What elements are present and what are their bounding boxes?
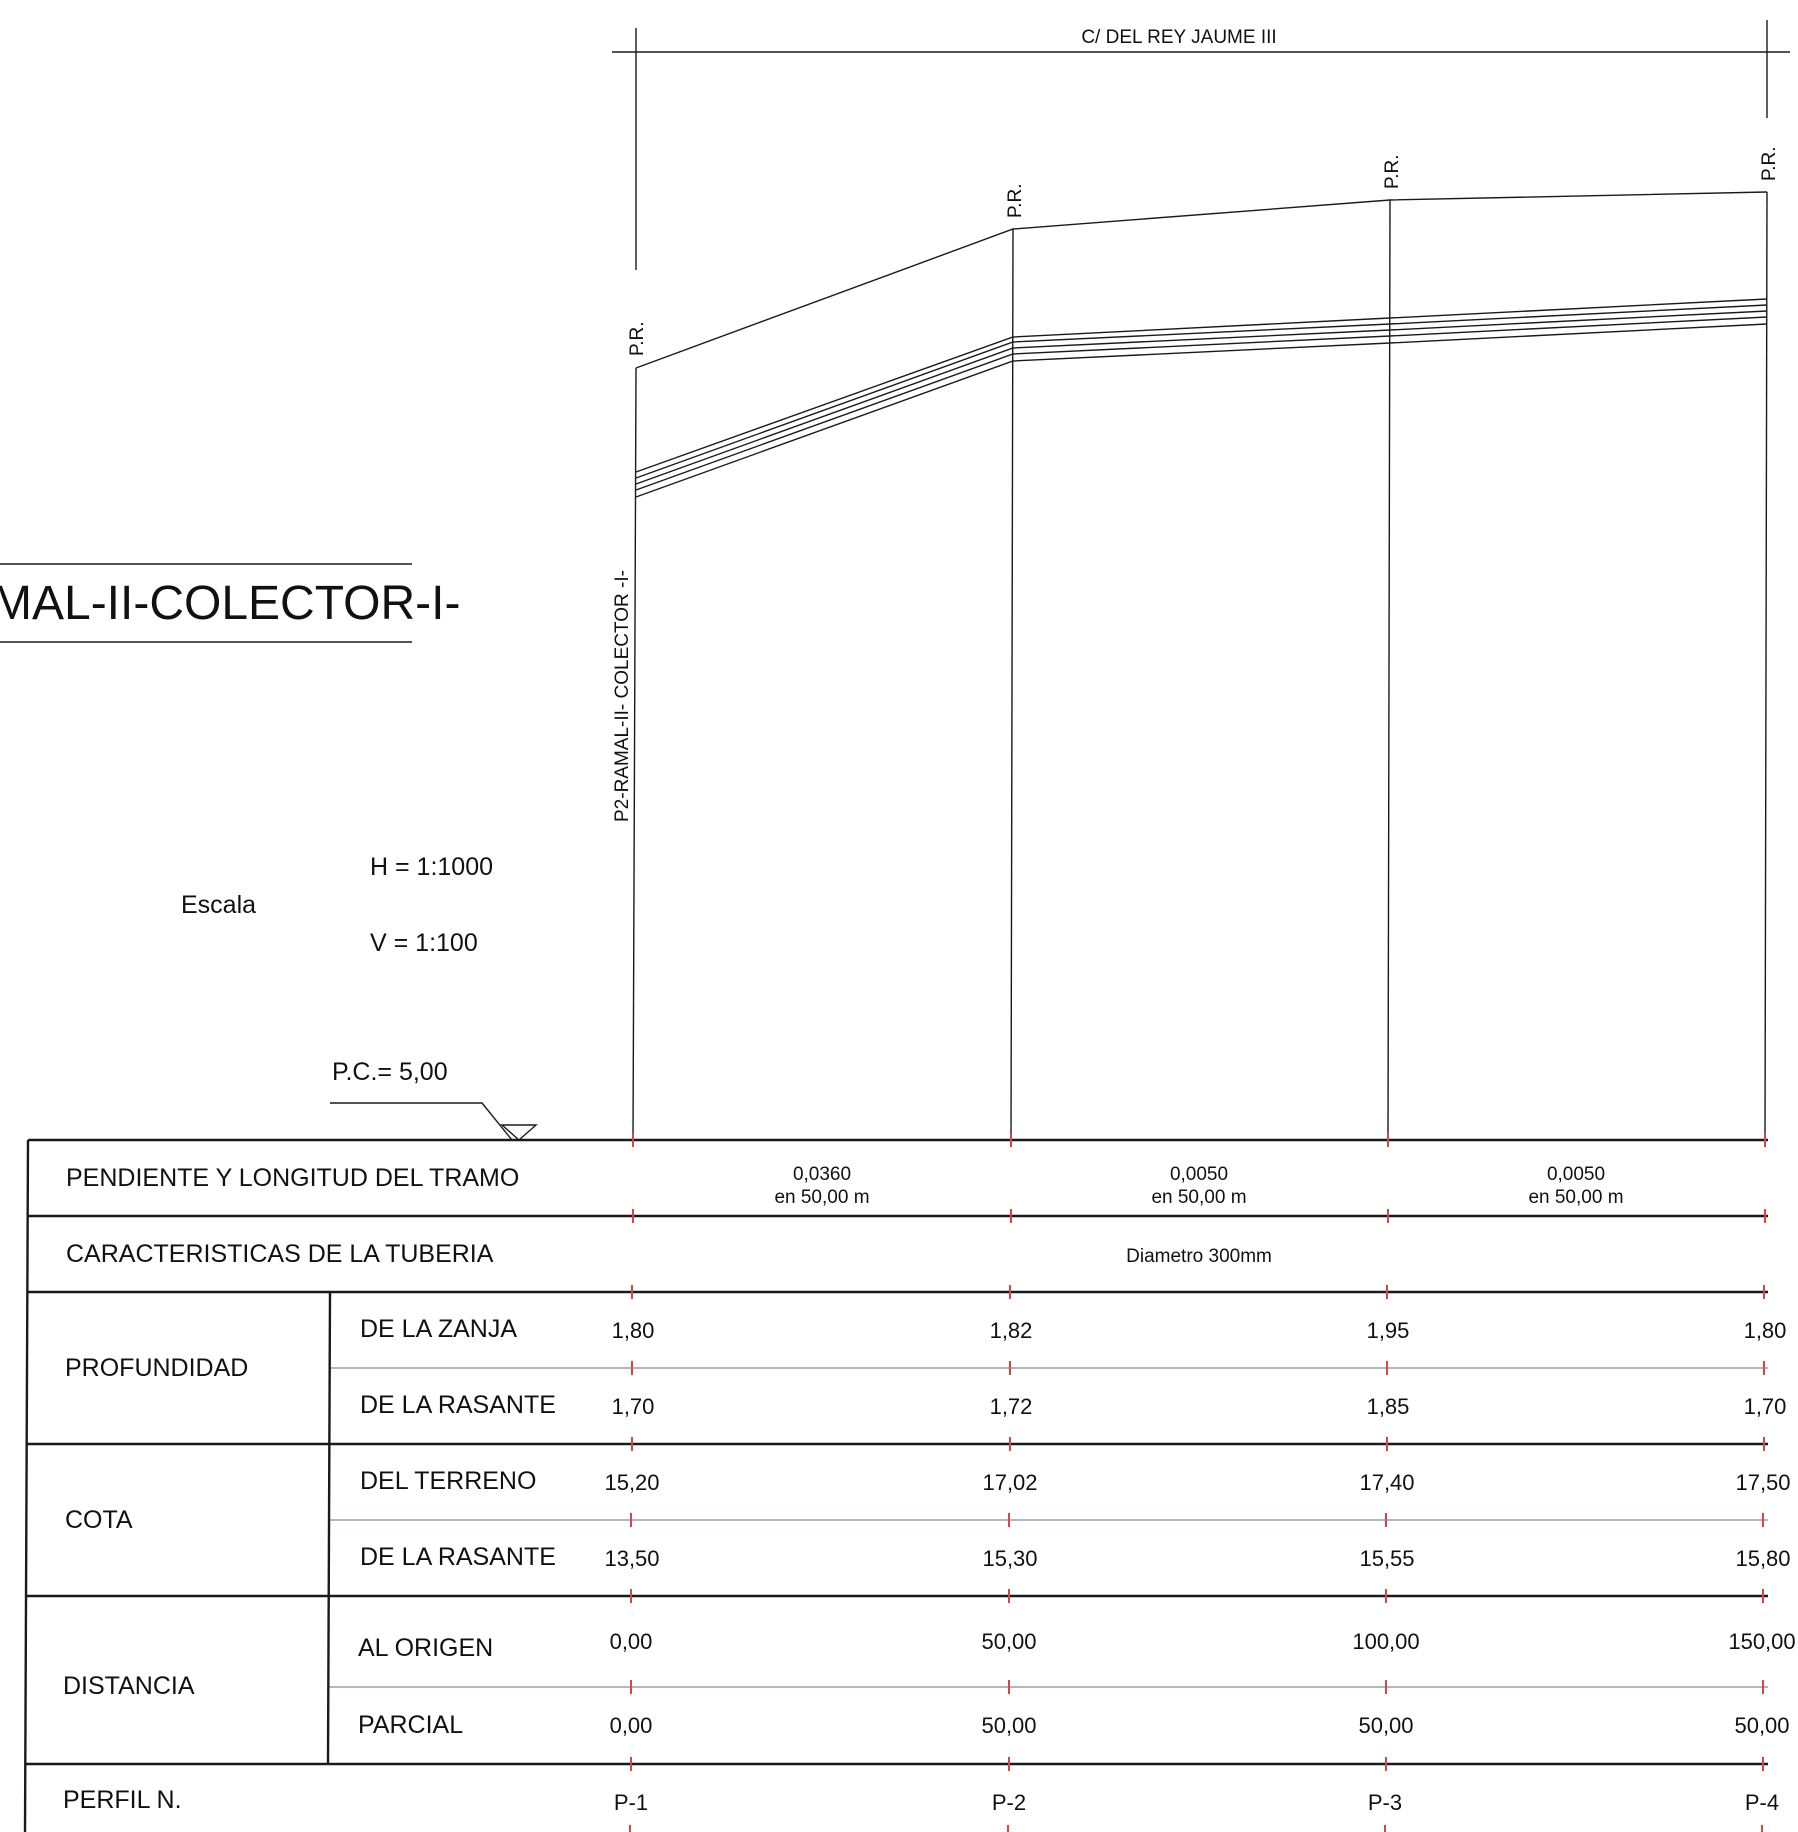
prof-rasante-p2: 1,72 <box>990 1394 1033 1419</box>
prof-rasante-p3: 1,85 <box>1367 1394 1410 1419</box>
parcial-p4: 50,00 <box>1734 1713 1789 1738</box>
pipe-line-4 <box>635 316 1768 491</box>
cota-rasante-p2: 15,30 <box>982 1546 1037 1571</box>
perfil-p2: P-2 <box>992 1790 1026 1815</box>
tuberia-value: Diametro 300mm <box>1126 1246 1272 1267</box>
row-label-prof-rasante: DE LA RASANTE <box>360 1391 556 1419</box>
station-ticks <box>629 1133 1766 1832</box>
prof-rasante-p4: 1,70 <box>1744 1394 1787 1419</box>
row-label-perfil: PERFIL N. <box>63 1786 182 1814</box>
row-label-origen: AL ORIGEN <box>358 1634 493 1662</box>
segment-3-length: en 50,00 m <box>1528 1187 1623 1208</box>
station-line-p1 <box>632 367 637 1141</box>
terreno-p1: 15,20 <box>604 1470 659 1495</box>
row-label-tuberia: CARACTERISTICAS DE LA TUBERIA <box>66 1240 494 1268</box>
pipe-line-bottom <box>635 323 1768 498</box>
zanja-p3: 1,95 <box>1367 1318 1410 1343</box>
table-inner-divider <box>326 1291 332 1765</box>
row-label-terreno: DEL TERRENO <box>360 1467 536 1495</box>
scale-v: V = 1:100 <box>370 929 478 957</box>
perfil-p3: P-3 <box>1368 1790 1402 1815</box>
scale-label: Escala <box>181 891 256 919</box>
origen-p3: 100,00 <box>1352 1629 1419 1654</box>
pc-leader <box>330 1102 513 1141</box>
row-label-profundidad: PROFUNDIDAD <box>65 1354 248 1382</box>
pr-label-p3: P.R. <box>1382 154 1403 189</box>
station-line-p4 <box>1764 191 1768 1141</box>
pr-label-p4: P.R. <box>1759 146 1780 181</box>
row-label-cota: COTA <box>65 1506 133 1534</box>
segment-3-slope: 0,0050 <box>1547 1164 1605 1185</box>
perfil-p1: P-1 <box>614 1790 648 1815</box>
origen-p2: 50,00 <box>981 1629 1036 1654</box>
pipe-line-top <box>635 298 1768 473</box>
terreno-p2: 17,02 <box>982 1470 1037 1495</box>
parcial-p3: 50,00 <box>1358 1713 1413 1738</box>
row-label-zanja: DE LA ZANJA <box>360 1315 517 1343</box>
terreno-p4: 17,50 <box>1735 1470 1790 1495</box>
origen-p1: 0,00 <box>610 1629 653 1654</box>
vertical-profile-label: P2-RAMAL-II- COLECTOR -I- <box>612 570 633 822</box>
segment-1-length: en 50,00 m <box>774 1187 869 1208</box>
segment-2-slope: 0,0050 <box>1170 1164 1228 1185</box>
row-label-parcial: PARCIAL <box>358 1711 463 1739</box>
scale-h: H = 1:1000 <box>370 853 493 881</box>
pc-triangle-icon <box>500 1124 538 1141</box>
pr-label-p2: P.R. <box>1005 183 1026 218</box>
zanja-p1: 1,80 <box>612 1318 655 1343</box>
segment-1-slope: 0,0360 <box>793 1164 851 1185</box>
origen-p4: 150,00 <box>1728 1629 1795 1654</box>
pipe-line-2 <box>635 304 1768 479</box>
pr-label-p1: P.R. <box>627 321 648 356</box>
profile-title: MAL-II-COLECTOR-I- <box>0 577 460 630</box>
station-line-p2 <box>1010 228 1014 1141</box>
prof-rasante-p1: 1,70 <box>612 1394 655 1419</box>
parcial-p1: 0,00 <box>610 1713 653 1738</box>
cota-rasante-p1: 13,50 <box>604 1546 659 1571</box>
pipe-line-3 <box>635 310 1768 485</box>
table-left-border <box>23 1139 30 1832</box>
terrain-line <box>635 191 1768 369</box>
zanja-p4: 1,80 <box>1744 1318 1787 1343</box>
parcial-p2: 50,00 <box>981 1713 1036 1738</box>
cota-rasante-p4: 15,80 <box>1735 1546 1790 1571</box>
cota-rasante-p3: 15,55 <box>1359 1546 1414 1571</box>
row-label-cota-rasante: DE LA RASANTE <box>360 1543 556 1571</box>
street-label: C/ DEL REY JAUME III <box>1081 27 1276 48</box>
station-line-p3 <box>1387 199 1391 1141</box>
pc-label: P.C.= 5,00 <box>332 1058 448 1086</box>
perfil-p4: P-4 <box>1745 1790 1779 1815</box>
zanja-p2: 1,82 <box>990 1318 1033 1343</box>
row-label-distancia: DISTANCIA <box>63 1672 195 1700</box>
row-label-pendiente: PENDIENTE Y LONGITUD DEL TRAMO <box>66 1164 519 1192</box>
terreno-p3: 17,40 <box>1359 1470 1414 1495</box>
segment-2-length: en 50,00 m <box>1151 1187 1246 1208</box>
